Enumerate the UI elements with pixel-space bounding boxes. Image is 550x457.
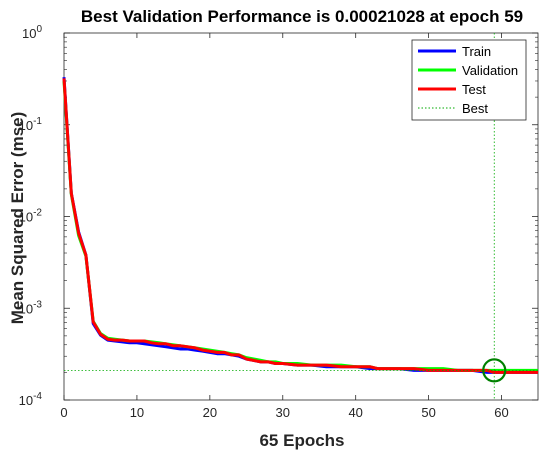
x-tick-label: 30 (276, 405, 290, 420)
best-point-marker (482, 358, 507, 383)
chart-title: Best Validation Performance is 0.0002102… (81, 7, 523, 26)
legend-label-test: Test (462, 82, 486, 97)
legend-box (411, 39, 527, 121)
x-tick-label: 40 (348, 405, 362, 420)
y-tick-label: 10-4 (19, 391, 43, 408)
x-tick-label: 0 (60, 405, 67, 420)
x-axis: 0 10 20 30 40 50 60 (60, 33, 509, 420)
series-line-test (62, 78, 538, 374)
y-axis-label: Mean Squared Error (mse) (8, 112, 27, 325)
legend-label-train: Train (462, 44, 491, 59)
series-layer (62, 77, 538, 374)
best-marker-layer (64, 33, 538, 400)
legend-label-validation: Validation (462, 63, 518, 78)
x-tick-label: 60 (494, 405, 508, 420)
x-tick-label: 50 (421, 405, 435, 420)
y-tick-label: 100 (22, 24, 42, 41)
x-tick-label: 10 (130, 405, 144, 420)
legend-label-best: Best (462, 101, 488, 116)
x-axis-label: 65 Epochs (259, 431, 344, 450)
x-tick-label: 20 (203, 405, 217, 420)
legend: Train Validation Test Best (411, 39, 527, 121)
